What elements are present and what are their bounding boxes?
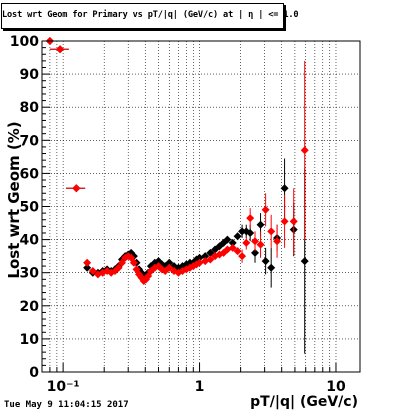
data-point [206, 248, 215, 257]
x-tick-label: 10 [326, 379, 346, 395]
data-point [165, 258, 174, 267]
data-point [88, 267, 97, 276]
series-black [42, 37, 309, 354]
data-point [121, 253, 130, 262]
y-tick-label: 60 [20, 166, 40, 182]
axis-ticks [41, 40, 337, 373]
data-point [251, 248, 260, 257]
data-series [42, 37, 309, 354]
y-tick-label: 50 [20, 200, 40, 216]
data-point [56, 45, 65, 54]
data-point [233, 232, 242, 241]
data-point [238, 227, 247, 236]
timestamp: Tue May 9 11:04:15 2017 [4, 400, 129, 410]
data-point [129, 258, 138, 267]
y-tick-label: 80 [20, 100, 40, 116]
data-point [238, 252, 247, 261]
data-point [201, 252, 210, 261]
y-tick-label: 0 [29, 365, 39, 381]
x-tick-label: 10⁻¹ [47, 379, 80, 395]
data-point [206, 255, 215, 264]
y-tick-label: 70 [20, 133, 40, 149]
data-point [300, 146, 309, 155]
x-axis-label: pT/|q| (GeV/c) [250, 394, 358, 410]
x-tick-label: 1 [195, 379, 205, 395]
y-tick-label: 100 [10, 34, 39, 50]
axis-tick-labels: 0 10 20 30 40 50 60 70 80 90 100 10⁻¹ 1 10 [10, 34, 346, 395]
data-point [117, 258, 126, 267]
data-point [261, 257, 270, 266]
y-tick-label: 40 [20, 233, 40, 249]
data-point [256, 220, 265, 229]
data-point [289, 217, 298, 226]
data-point [267, 227, 276, 236]
data-point [223, 235, 232, 244]
data-point [72, 184, 81, 193]
y-tick-label: 90 [20, 67, 40, 83]
chart-title-box: Lost wrt Geom for Primary vs pT/|q| (GeV… [1, 3, 299, 29]
data-point [267, 263, 276, 272]
data-point [228, 243, 237, 252]
data-point [228, 238, 237, 247]
data-point [251, 237, 260, 246]
data-point [300, 257, 309, 266]
data-point [261, 205, 270, 214]
data-point [256, 240, 265, 249]
data-point [165, 263, 174, 272]
data-point [233, 247, 242, 256]
data-point [114, 263, 123, 272]
y-tick-label: 30 [20, 266, 40, 282]
data-point [273, 237, 282, 246]
data-point [83, 263, 92, 272]
y-axis-label: Lost wrt Geom (%) [5, 121, 23, 278]
chart-title: Lost wrt Geom for Primary vs pT/|q| (GeV… [2, 10, 299, 20]
data-point [83, 258, 92, 267]
y-tick-label: 20 [20, 299, 40, 315]
series-red [42, 37, 309, 285]
grid-lines [41, 41, 360, 372]
data-point [280, 184, 289, 193]
data-point [242, 238, 251, 247]
y-tick-label: 10 [20, 332, 40, 348]
data-point [246, 214, 255, 223]
data-point [246, 228, 255, 237]
data-point [280, 217, 289, 226]
